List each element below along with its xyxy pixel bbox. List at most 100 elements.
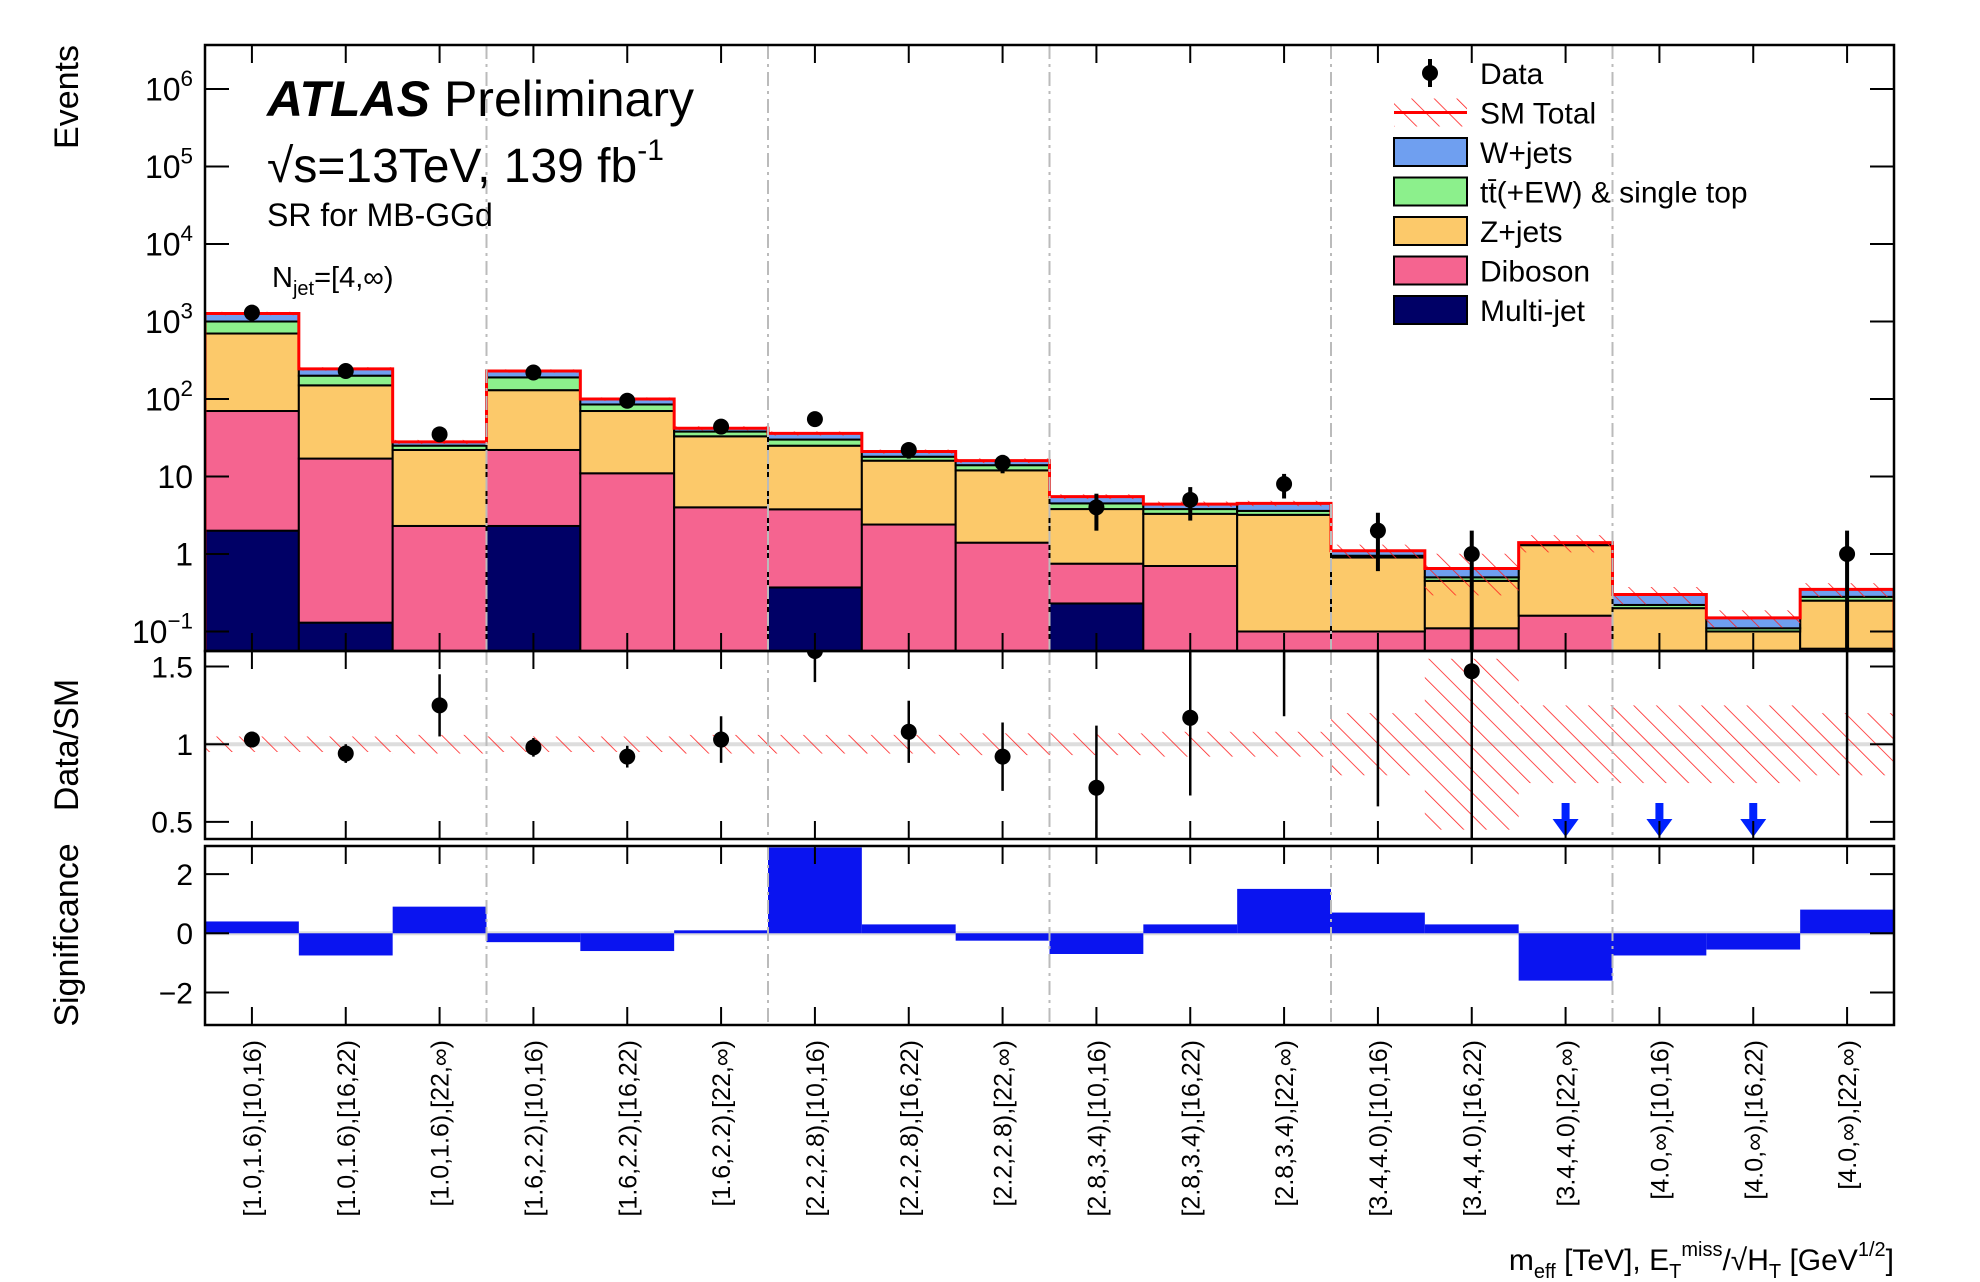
stack-segment <box>1048 562 1145 605</box>
x-axis-title-part: T <box>1769 1261 1781 1282</box>
ratio-point <box>525 739 542 756</box>
ratio-uncertainty <box>768 734 862 754</box>
ratio-arrow <box>1552 803 1579 837</box>
ratio-uncertainty <box>1518 705 1613 784</box>
stack-segment <box>954 469 1051 544</box>
sig-bar <box>1424 924 1519 934</box>
data-point <box>994 454 1011 471</box>
y-tick-label-base: 10 <box>145 304 181 340</box>
legend-swatch <box>1393 137 1468 167</box>
legend-label: W+jets <box>1480 137 1573 170</box>
atlas-space: Preliminary <box>444 71 694 127</box>
ratio-point <box>431 697 448 714</box>
x-tick-label: [4.0,∞),[10,16) <box>1646 1040 1674 1200</box>
njet-rest: =[4,∞) <box>314 262 394 294</box>
sig-bar <box>1331 912 1425 934</box>
stack-segment <box>673 435 770 509</box>
y-tick-label-base: 10 <box>145 227 181 263</box>
legend-data-marker <box>1422 65 1438 81</box>
data-point <box>1182 491 1199 508</box>
x-tick-label: [2.8,3.4),[16,22) <box>1177 1040 1205 1217</box>
x-axis-title-part: m <box>1509 1244 1534 1277</box>
ratio-point <box>1088 779 1105 796</box>
y-tick-label-base: 10 <box>145 149 181 185</box>
stack-segment <box>205 320 300 335</box>
data-point <box>713 418 730 435</box>
x-tick-label: [1.0,1.6),[16,22) <box>333 1040 361 1217</box>
x-tick-label: [2.2,2.8),[22,∞) <box>990 1040 1018 1207</box>
y-tick-label-exp: 2 <box>181 376 193 401</box>
stack-segment <box>673 506 770 651</box>
data-point <box>337 362 354 379</box>
ratio-uncertainty <box>580 736 675 752</box>
y-tick-label: 0.5 <box>151 807 193 840</box>
ratio-point <box>1463 663 1480 680</box>
data-point <box>1839 545 1856 562</box>
lumi-exp: -1 <box>637 134 664 167</box>
stack-segment <box>1236 513 1332 633</box>
ratio-point <box>900 723 917 740</box>
x-tick-label: [1.0,1.6),[10,16) <box>239 1040 267 1217</box>
y-tick-label-exp: 3 <box>181 299 193 324</box>
data-point <box>806 411 823 428</box>
y-tick-label: 10 <box>157 459 193 495</box>
njet-label: Njet=[4,∞) <box>272 262 394 300</box>
sig-bar <box>955 933 1050 941</box>
data-point <box>900 441 917 458</box>
sig-bar <box>1800 909 1894 934</box>
x-tick-label: [2.2,2.8),[16,22) <box>896 1040 924 1217</box>
data-point <box>1276 476 1293 493</box>
ratio-point <box>243 731 260 748</box>
legend-label: Diboson <box>1480 256 1590 289</box>
region-label: SR for MB-GGd <box>267 197 493 233</box>
sig-bar <box>1518 933 1613 981</box>
y-tick-label-base: 10 <box>145 72 181 108</box>
y-tick-label: 1.5 <box>151 651 193 684</box>
x-tick-label: [1.6,2.2),[16,22) <box>614 1040 642 1217</box>
legend-label: Multi-jet <box>1480 295 1586 328</box>
njet-sub: jet <box>292 278 315 300</box>
sig-bar <box>1237 888 1331 934</box>
x-axis-title-part: T <box>1669 1261 1681 1282</box>
y-tick-label-exp: 6 <box>181 66 193 91</box>
overlay: 10−11101021031041051060.511.5−202[1.0,1.… <box>48 43 1896 1282</box>
stack-segment <box>485 448 582 527</box>
sig-bar <box>674 930 768 934</box>
ratio-point <box>994 748 1011 765</box>
data-point <box>243 304 260 321</box>
y-tick-label: −2 <box>159 977 193 1010</box>
legend-label: Z+jets <box>1480 216 1563 249</box>
y-tick-label: 10−1 <box>132 609 193 650</box>
y-tick-label: 0 <box>176 918 193 951</box>
main-panel <box>205 304 1894 651</box>
y-tick-label: 1 <box>175 537 193 573</box>
stack-segment <box>1517 544 1614 617</box>
ratio-axis-title: Data/SM <box>48 679 86 811</box>
y-tick-label-base: 10 <box>145 382 181 418</box>
ratio-uncertainty <box>1706 705 1801 784</box>
y-axis-title: Events <box>48 45 86 149</box>
ratio-arrow <box>1740 803 1767 837</box>
x-axis-title-part: ] <box>1886 1244 1894 1277</box>
atlas-label: ATLAS Preliminary <box>265 71 694 127</box>
legend-swatch <box>1393 176 1468 207</box>
x-tick-label: [4.0,∞),[22,∞) <box>1834 1040 1862 1190</box>
y-tick-label: 102 <box>145 376 193 417</box>
sig-bar <box>298 933 393 956</box>
sig-bar <box>205 921 299 934</box>
x-axis-title-part: eff <box>1534 1261 1556 1282</box>
stack-segment <box>767 508 863 589</box>
x-tick-label: [1.6,2.2),[22,∞) <box>708 1040 736 1207</box>
legend-swatch <box>1393 216 1468 246</box>
sig-bar <box>1706 933 1801 950</box>
sig-bar <box>1612 933 1707 956</box>
stack-segment <box>297 457 394 624</box>
y-tick-label-exp: 4 <box>181 221 193 246</box>
x-axis-title-part: 1/2 <box>1858 1239 1886 1261</box>
y-tick-label-base: 10 <box>132 614 168 650</box>
x-tick-label: [1.6,2.2),[10,16) <box>520 1040 548 1217</box>
data-point <box>525 364 542 381</box>
stack-segment <box>391 448 488 527</box>
data-point <box>1088 499 1105 516</box>
